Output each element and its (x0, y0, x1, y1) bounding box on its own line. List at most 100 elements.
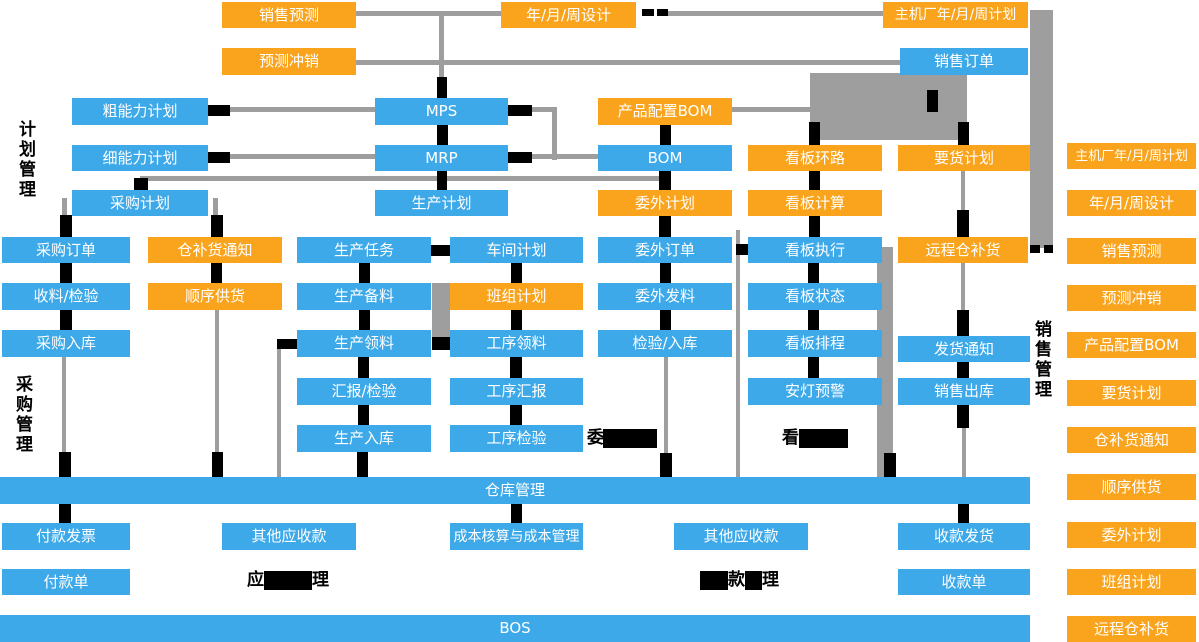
flow-node: 仓补货通知 (148, 237, 282, 263)
connector-black (808, 263, 819, 283)
redacted-text: 理 (312, 570, 329, 590)
redacted-text: 看 (782, 428, 799, 448)
connector-gray (961, 170, 965, 215)
flow-node: 年/月/周设计 (501, 2, 636, 28)
flow-node: 其他应收款 (674, 523, 808, 550)
connector-black (59, 452, 71, 477)
redaction-block (604, 429, 657, 448)
connector-black (1030, 245, 1040, 253)
connector-gray (810, 73, 967, 140)
redaction-block (799, 429, 848, 448)
connector-black (277, 339, 299, 349)
connector-gray (732, 107, 813, 112)
flow-node: 采购计划 (72, 190, 208, 216)
connector-gray (962, 427, 966, 477)
connector-black (957, 405, 969, 428)
connector-black (357, 452, 368, 477)
connector-black (1044, 245, 1053, 253)
connector-gray (664, 357, 668, 456)
redacted-receivable: 款理 (700, 571, 779, 590)
flow-node: 看板排程 (748, 330, 882, 357)
connector-black (134, 178, 148, 191)
flow-node: 班组计划 (450, 283, 583, 310)
connector-black (431, 245, 451, 256)
flow-node: 看板环路 (748, 145, 882, 171)
flow-node: 销售出库 (898, 378, 1030, 405)
redaction-block (700, 571, 728, 590)
connector-black (809, 216, 820, 237)
flow-node: 生产入库 (297, 425, 431, 452)
connector-black (642, 9, 654, 16)
connector-black (927, 90, 938, 112)
flow-node: 工序领料 (450, 330, 583, 357)
redacted-kanban: 看 (782, 429, 848, 448)
connector-gray (439, 13, 444, 98)
connector-gray (432, 283, 450, 339)
connector-gray (530, 154, 598, 159)
connector-black (657, 9, 668, 16)
connector-black (957, 310, 969, 338)
connector-black (359, 263, 370, 283)
flow-node: 收款发货 (898, 523, 1030, 550)
connector-gray (530, 107, 557, 112)
flow-node: 预测冲销 (222, 48, 356, 75)
connector-gray (356, 11, 501, 16)
connector-black (884, 453, 896, 477)
section-label-sales-management: 销售管理 (1031, 320, 1051, 400)
redacted-text: 委 (587, 428, 604, 448)
flow-node: 成本核算与成本管理 (450, 523, 583, 550)
connector-black (809, 122, 820, 146)
flow-node: BOS (0, 615, 1030, 642)
flow-node: 顺序供货 (1067, 474, 1196, 500)
flow-node: 发货通知 (898, 336, 1030, 362)
flow-node: BOM (598, 145, 732, 171)
redacted-weiwai: 委 (587, 429, 657, 448)
connector-gray (62, 357, 66, 455)
connector-black (659, 171, 671, 191)
connector-black (211, 263, 222, 283)
flow-node: 收款单 (898, 569, 1030, 595)
flow-node: 委外计划 (598, 190, 732, 216)
connector-black (60, 310, 72, 330)
flow-node: 顺序供货 (148, 283, 282, 310)
connector-black (510, 404, 522, 425)
flow-node: 预测冲销 (1067, 285, 1196, 311)
flow-node: 汇报/检验 (297, 378, 431, 405)
connector-black (437, 124, 448, 146)
connector-black (432, 337, 450, 350)
connector-gray (736, 230, 740, 477)
flow-node: MPS (375, 98, 508, 125)
flow-node: 主机厂年/月/周计划 (1067, 143, 1196, 169)
flow-node: 主机厂年/月/周计划 (883, 2, 1028, 28)
connector-gray (1030, 10, 1053, 248)
flow-node: 收料/检验 (2, 283, 130, 310)
flow-node: 委外计划 (1067, 522, 1196, 548)
connector-black (809, 170, 820, 192)
redaction-block (264, 571, 312, 590)
flow-node: 要货计划 (898, 145, 1030, 171)
flow-node: 生产任务 (297, 237, 431, 263)
connector-black (957, 210, 969, 237)
flow-node: 委外订单 (598, 237, 732, 263)
flow-node: 其他应收款 (222, 523, 356, 550)
connector-black (437, 77, 447, 98)
connector-black (506, 105, 532, 116)
connector-black (60, 263, 72, 283)
flow-node: 产品配置BOM (598, 98, 732, 125)
flow-node: 看板状态 (748, 283, 882, 310)
connector-gray (552, 107, 557, 160)
connector-gray (62, 198, 67, 218)
connector-black (358, 404, 369, 425)
flow-node: 产品配置BOM (1067, 332, 1196, 358)
redacted-payable: 应理 (247, 571, 329, 590)
flow-node: MRP (375, 145, 508, 171)
connector-black (60, 215, 72, 237)
connector-black (437, 171, 447, 191)
connector-black (207, 152, 230, 163)
connector-gray (228, 154, 375, 159)
connector-gray (215, 310, 219, 455)
connector-gray (356, 60, 900, 65)
flow-node: 车间计划 (450, 237, 583, 263)
redacted-text: 理 (762, 570, 779, 590)
flow-node: 班组计划 (1067, 569, 1196, 595)
